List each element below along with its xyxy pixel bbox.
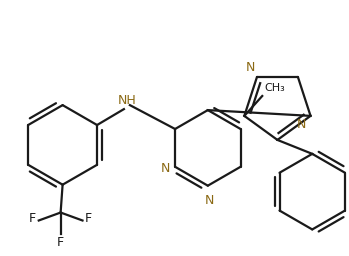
- Text: CH₃: CH₃: [264, 83, 285, 93]
- Text: F: F: [85, 212, 92, 225]
- Text: F: F: [29, 212, 36, 225]
- Text: N: N: [161, 162, 170, 175]
- Text: NH: NH: [118, 94, 136, 107]
- Text: N: N: [297, 118, 306, 131]
- Text: N: N: [246, 61, 255, 74]
- Text: N: N: [205, 194, 215, 207]
- Text: F: F: [57, 236, 64, 249]
